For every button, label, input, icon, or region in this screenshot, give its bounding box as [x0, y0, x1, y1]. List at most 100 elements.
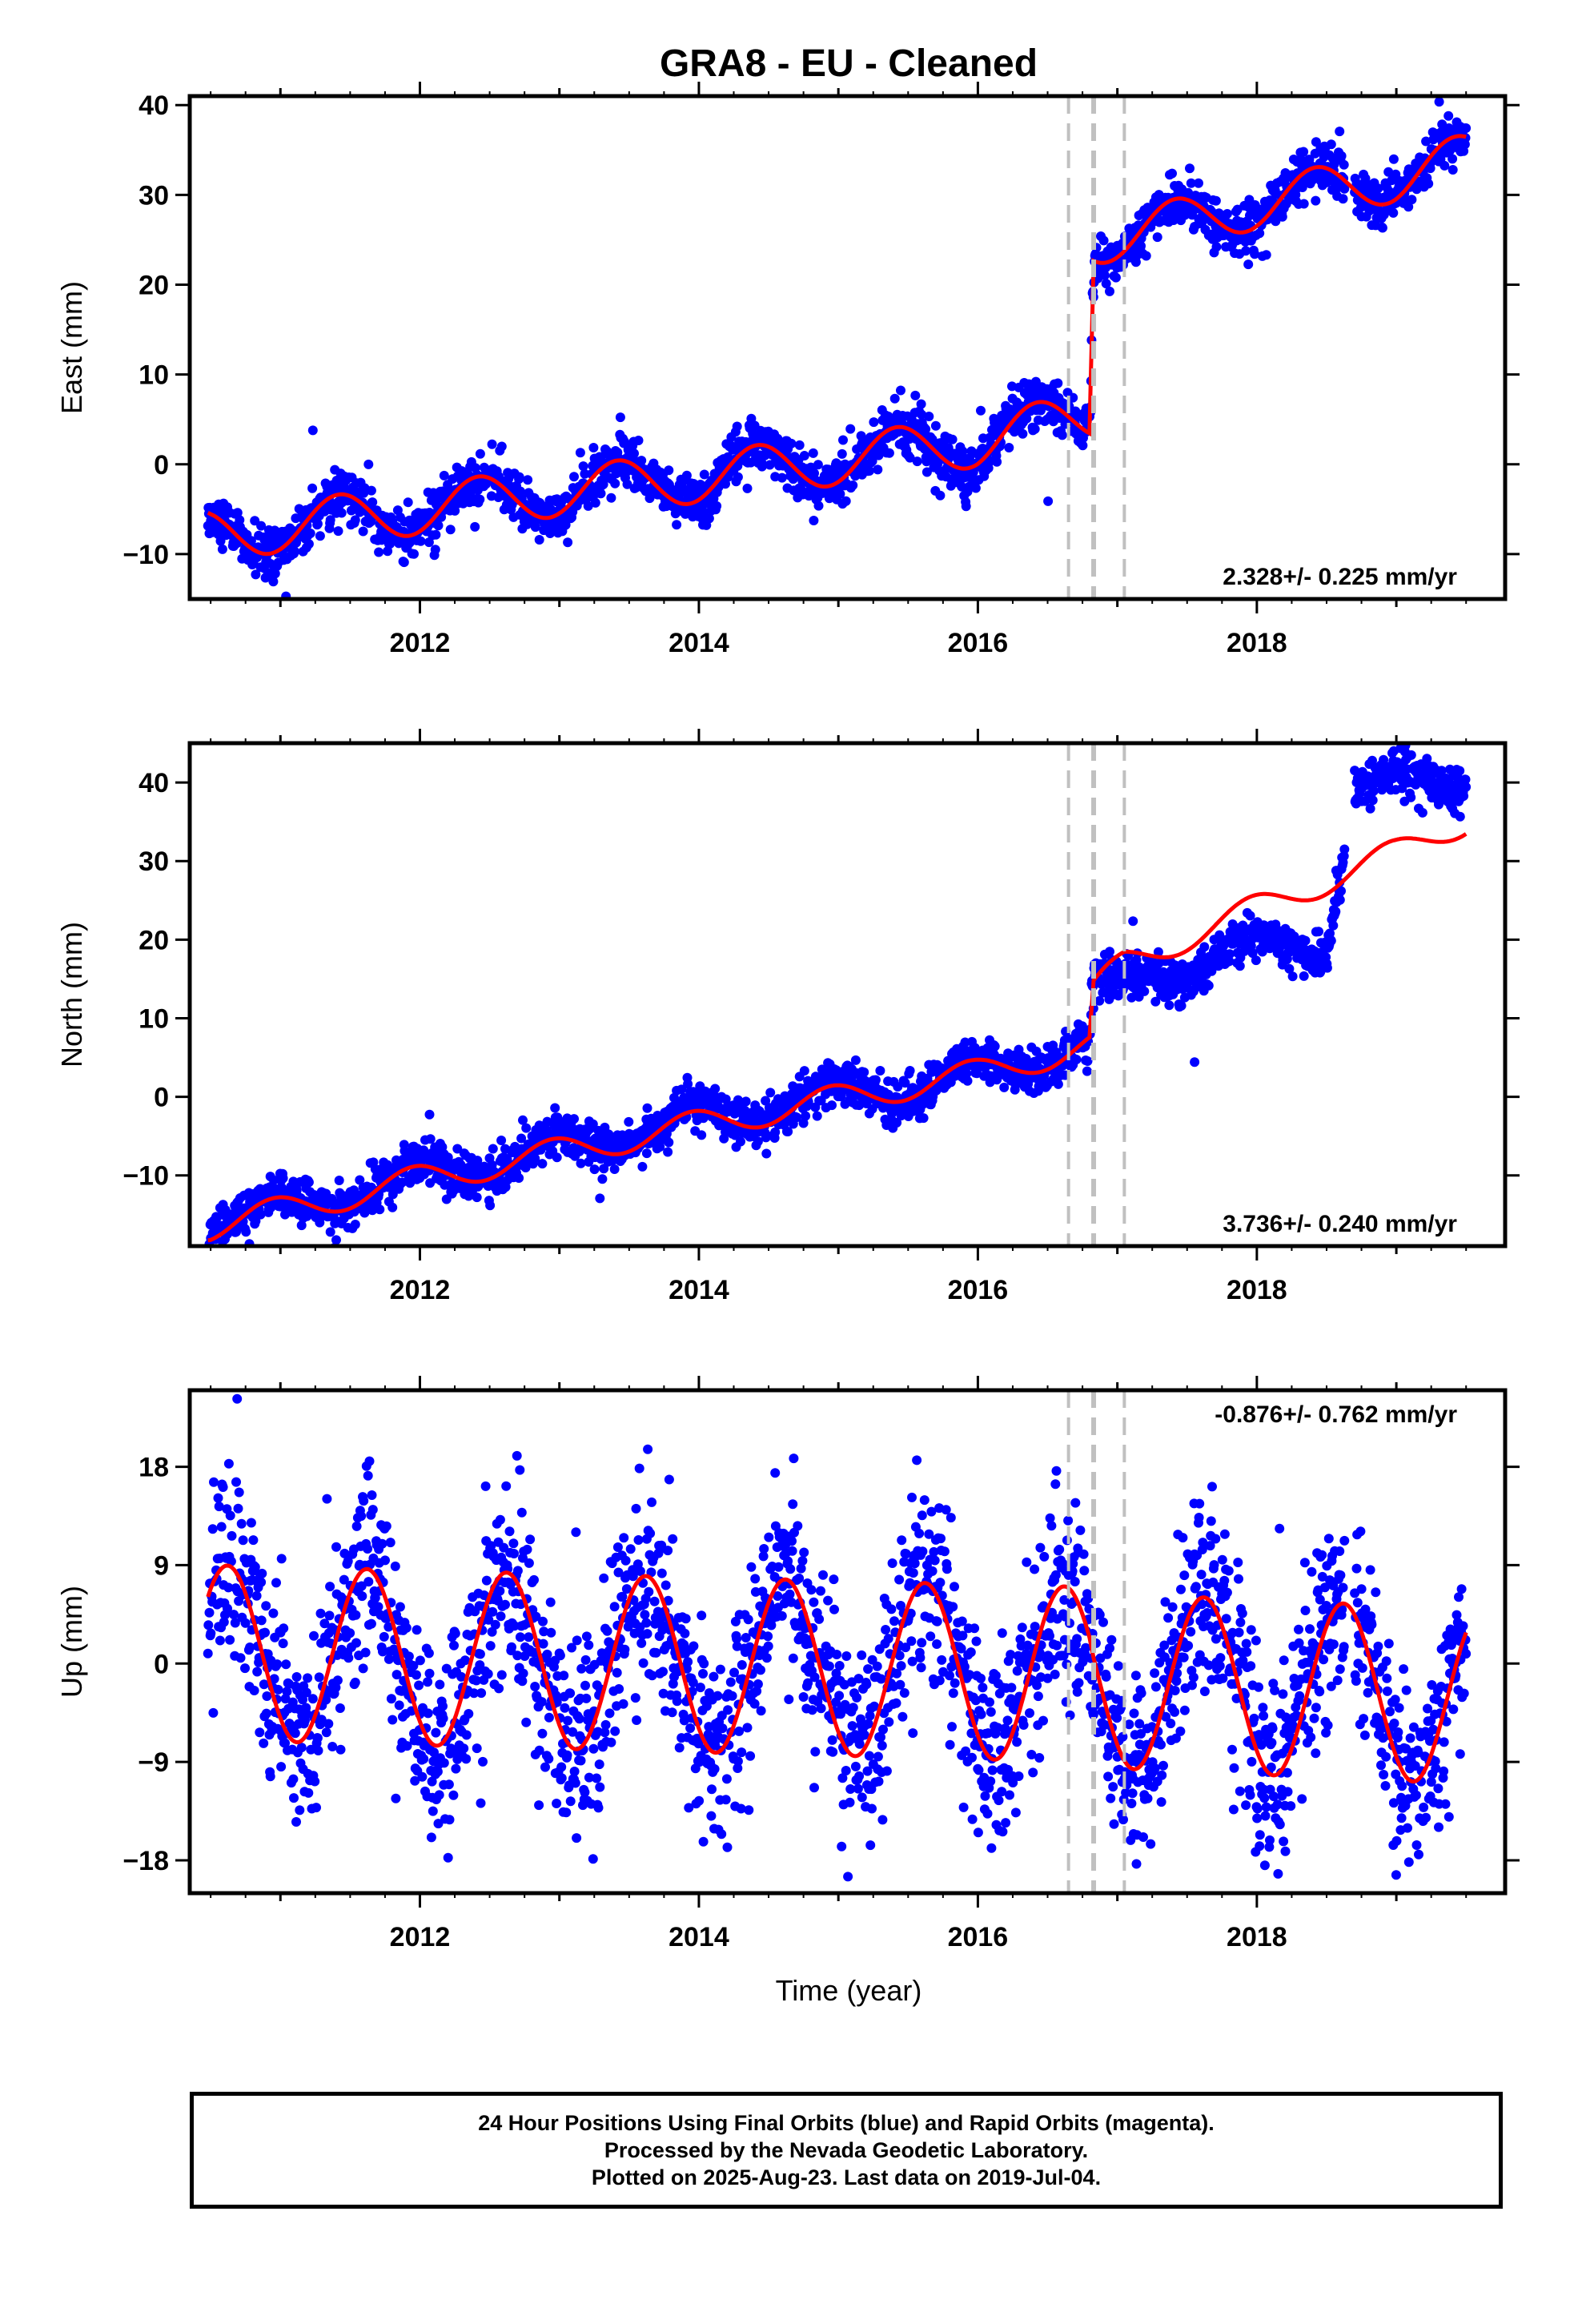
east-data-point — [970, 483, 981, 493]
east-data-point — [813, 460, 823, 470]
east-data-point — [431, 529, 441, 540]
east-data-point — [921, 467, 932, 477]
up-data-point — [322, 1494, 332, 1504]
up-data-point — [225, 1510, 235, 1521]
east-data-point — [757, 461, 767, 472]
north-data-point — [496, 1136, 507, 1145]
up-data-point — [206, 1628, 216, 1638]
up-data-point — [303, 1787, 314, 1798]
north-data-point — [1322, 963, 1332, 973]
north-data-point — [970, 1043, 980, 1053]
east-x-tick-label: 2018 — [1227, 628, 1287, 658]
east-y-tick-label: 40 — [139, 90, 169, 121]
north-y-tick-label: 20 — [139, 925, 169, 955]
east-data-point — [1388, 154, 1399, 164]
up-data-point — [216, 1522, 227, 1532]
east-data-point — [470, 521, 480, 532]
north-data-point — [1455, 811, 1465, 822]
up-data-point — [207, 1524, 218, 1534]
east-data-point — [1339, 183, 1350, 194]
north-data-point — [736, 1136, 745, 1147]
up-data-point — [295, 1805, 305, 1815]
east-data-point — [1336, 151, 1347, 161]
north-data-point — [1245, 911, 1255, 921]
east-data-point — [1018, 428, 1028, 439]
east-data-point — [633, 436, 644, 445]
east-data-point — [992, 456, 1002, 467]
north-data-point — [1406, 750, 1416, 760]
up-data-point — [233, 1503, 243, 1514]
north-data-point — [1455, 766, 1465, 776]
north-data-point — [761, 1148, 772, 1159]
east-data-point — [1194, 178, 1203, 188]
north-data-point — [1300, 935, 1311, 946]
up-data-point — [345, 1628, 355, 1638]
east-data-point — [596, 489, 606, 499]
north-data-point — [892, 1117, 902, 1128]
up-data-point — [327, 1742, 338, 1751]
up-data-point — [359, 1496, 369, 1506]
north-data-point — [452, 1144, 463, 1154]
east-data-point — [307, 483, 318, 493]
east-data-point — [636, 456, 647, 466]
up-data-point — [323, 1719, 334, 1729]
up-data-point — [261, 1708, 271, 1719]
north-data-point — [1335, 895, 1345, 905]
up-data-point — [252, 1667, 263, 1677]
north-data-point — [502, 1154, 512, 1164]
east-data-point — [374, 547, 384, 557]
north-data-point — [664, 1137, 674, 1148]
up-data-point — [324, 1610, 335, 1621]
north-x-tick-label: 2016 — [948, 1275, 1009, 1305]
north-plot-area — [204, 743, 1472, 1246]
up-data-point — [255, 1727, 265, 1738]
east-data-point — [1243, 259, 1254, 270]
east-y-tick-label: 30 — [139, 180, 169, 211]
east-data-point — [367, 497, 378, 508]
north-data-point — [334, 1176, 344, 1185]
east-data-point — [917, 409, 927, 420]
east-data-point — [848, 480, 858, 490]
east-data-point — [1101, 279, 1111, 289]
east-data-point — [307, 425, 318, 436]
north-data-point — [642, 1103, 652, 1113]
up-data-point — [262, 1691, 272, 1701]
east-data-point — [838, 435, 848, 445]
north-y-tick-label: 30 — [139, 846, 169, 877]
east-data-point — [514, 472, 524, 482]
east-data-point — [615, 412, 625, 423]
east-data-point — [1250, 249, 1260, 259]
up-data-point — [235, 1653, 246, 1663]
up-data-point — [240, 1618, 251, 1628]
up-data-point — [289, 1793, 299, 1803]
north-data-point — [1284, 963, 1295, 974]
north-data-point — [516, 1133, 527, 1144]
north-data-point — [1422, 754, 1432, 764]
east-data-point — [1255, 228, 1265, 239]
east-data-point — [777, 472, 787, 483]
east-data-point — [523, 475, 533, 485]
north-data-point — [537, 1159, 548, 1169]
east-data-point — [496, 441, 507, 452]
up-data-point — [314, 1672, 324, 1683]
north-data-point — [1224, 956, 1235, 967]
up-data-point — [268, 1608, 279, 1618]
east-data-point — [1043, 496, 1054, 506]
east-data-point — [1261, 250, 1271, 260]
east-data-point — [1461, 123, 1472, 133]
up-data-point — [276, 1762, 287, 1772]
east-data-point — [251, 569, 261, 580]
up-data-point — [312, 1733, 323, 1743]
north-data-point — [387, 1202, 398, 1212]
east-data-point — [935, 490, 946, 501]
up-data-point — [223, 1603, 232, 1614]
up-data-point — [204, 1607, 215, 1618]
up-data-point — [291, 1672, 302, 1682]
up-data-point — [256, 1577, 267, 1587]
east-data-point — [889, 393, 900, 404]
north-data-point — [1082, 1066, 1092, 1076]
up-data-point — [291, 1817, 301, 1827]
east-data-point — [583, 501, 593, 511]
north-data-point — [1150, 996, 1161, 1007]
up-data-point — [213, 1493, 223, 1503]
